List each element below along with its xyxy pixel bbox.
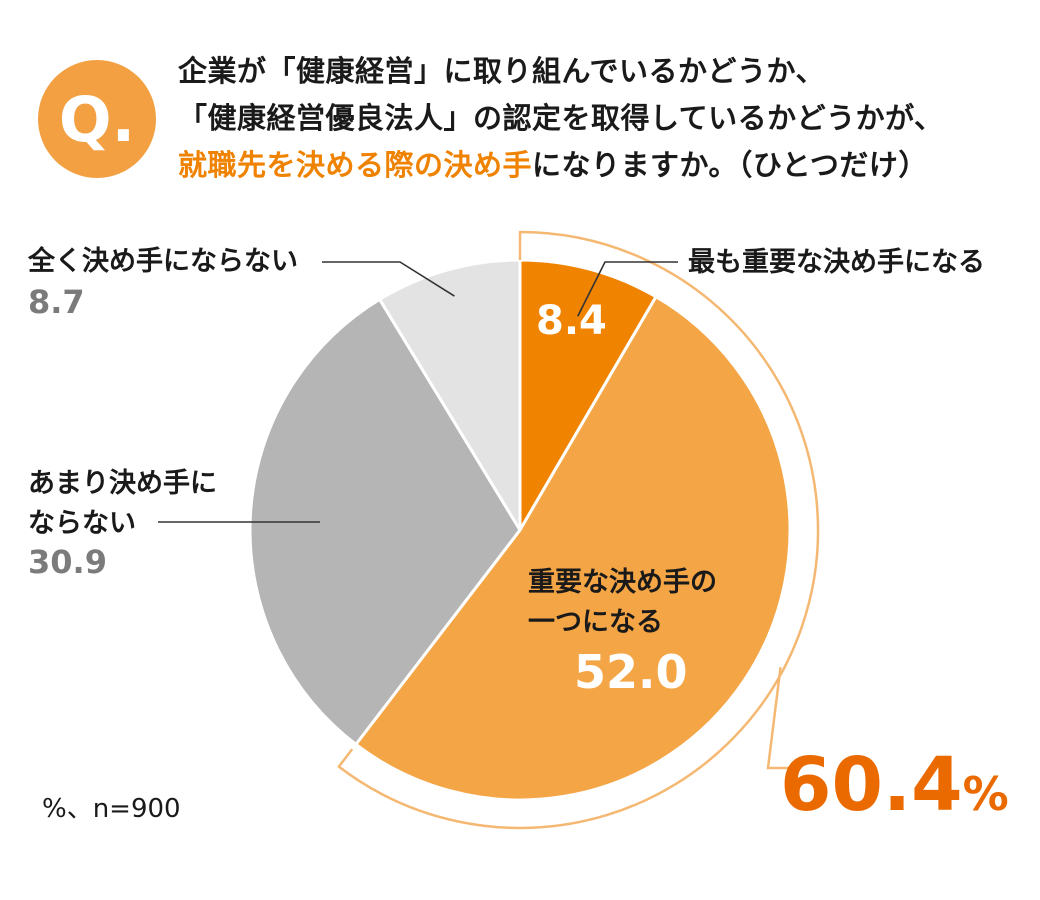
value-not-much: 30.9 (28, 543, 107, 581)
value-not-at-all: 8.7 (28, 283, 85, 321)
question-line-3-rest: になりますか。（ひとつだけ） (532, 148, 928, 182)
label-not-much-line1: あまり決め手に (28, 468, 217, 499)
question-line-2: 「健康経営優良法人」の認定を取得しているかどうかが、 (178, 101, 944, 135)
slice-important (354, 295, 792, 802)
bracket-total-unit: % (962, 767, 1009, 821)
label-not-at-all: 全く決め手にならない (28, 246, 298, 277)
question-highlight: 就職先を決める際の決め手 (178, 148, 533, 182)
leader-not-at-all (322, 261, 455, 297)
bracket-total: 60.4% (780, 742, 1009, 828)
label-important-line2: 一つになる (528, 607, 663, 638)
label-most-important: 最も重要な決め手になる (688, 247, 985, 278)
bracket-total-value: 60.4 (780, 742, 963, 828)
slice-most-important (518, 258, 658, 532)
question-line-1: 企業が「健康経営」に取り組んでいるかどうか、 (178, 54, 825, 88)
slice-not-at-all (378, 258, 522, 532)
unit-sample-note: %、n=900 (42, 794, 181, 824)
question-badge: Q. (38, 60, 156, 178)
bracket-leader-line (766, 667, 790, 770)
question-line-3: 就職先を決める際の決め手になりますか。（ひとつだけ） (178, 142, 1028, 189)
value-most-important: 8.4 (536, 298, 607, 344)
question-text: 企業が「健康経営」に取り組んでいるかどうか、 「健康経営優良法人」の認定を取得し… (178, 48, 1028, 189)
slice-not-much (248, 297, 522, 746)
bracket-outline (337, 230, 820, 830)
value-important: 52.0 (574, 645, 688, 699)
label-important-line1: 重要な決め手の (528, 567, 717, 598)
label-not-much-line2: ならない (28, 508, 136, 539)
leader-most-important (577, 261, 678, 317)
